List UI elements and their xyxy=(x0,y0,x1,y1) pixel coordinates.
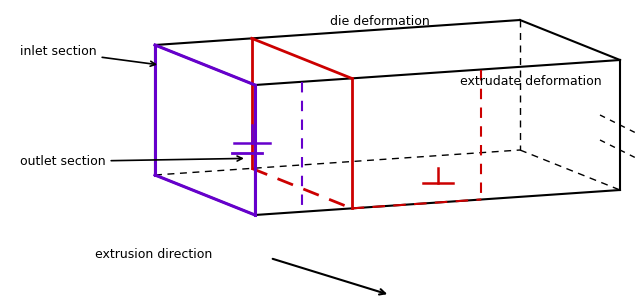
Text: inlet section: inlet section xyxy=(20,45,155,66)
Text: extrudate deformation: extrudate deformation xyxy=(460,75,601,88)
Text: extrusion direction: extrusion direction xyxy=(95,248,212,261)
Text: outlet section: outlet section xyxy=(20,155,242,168)
Text: die deformation: die deformation xyxy=(330,15,430,28)
